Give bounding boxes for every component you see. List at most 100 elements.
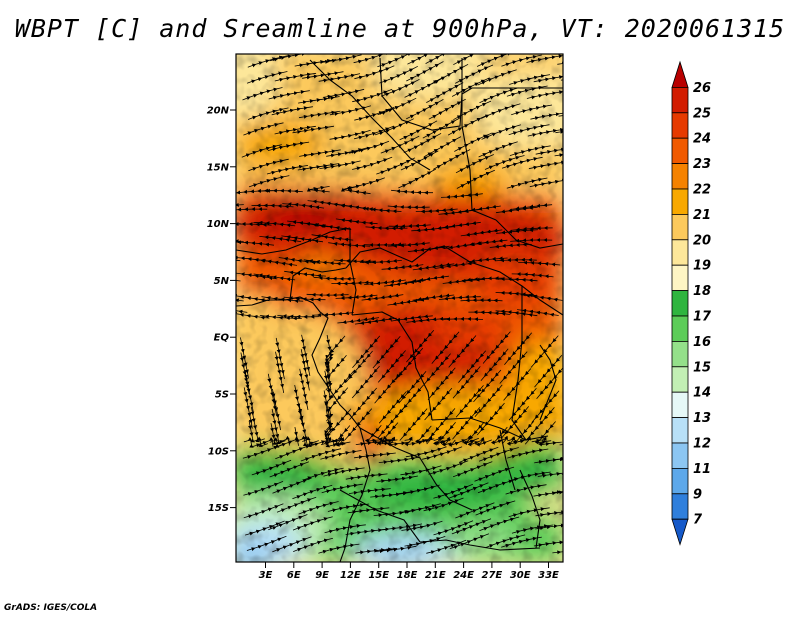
streamline [242, 87, 283, 101]
streamline [510, 203, 553, 211]
streamline [354, 452, 396, 460]
streamline [535, 509, 563, 517]
streamline [236, 305, 248, 314]
streamline [564, 93, 605, 100]
streamline [499, 351, 528, 384]
lon-tick-label: 12E [340, 570, 361, 581]
streamline [480, 103, 521, 119]
streamline [533, 74, 563, 83]
colorbar-swatch [671, 112, 689, 139]
streamline [271, 106, 313, 116]
streamline [267, 141, 310, 152]
streamline [381, 263, 424, 271]
lon-tick-label: 9E [315, 570, 329, 581]
streamline [560, 79, 563, 81]
streamline [318, 73, 361, 83]
streamline [454, 132, 493, 152]
streamline [440, 192, 483, 199]
streamline [242, 444, 283, 459]
map-frame [235, 53, 564, 563]
streamline [353, 54, 389, 64]
streamline [251, 459, 292, 476]
streamline [511, 272, 554, 279]
streamline [563, 181, 604, 188]
streamline [319, 160, 361, 170]
streamline [478, 141, 518, 158]
colorbar-label: 20 [693, 233, 711, 248]
streamline [422, 446, 463, 461]
lon-tick-label: 21E [425, 570, 446, 581]
streamline [425, 54, 459, 64]
streamline [274, 351, 285, 393]
streamline [320, 449, 362, 460]
streamline [526, 90, 563, 100]
streamline [510, 225, 553, 232]
streamlines [236, 54, 605, 555]
streamline [372, 335, 401, 369]
lat-tick-label: 5N [214, 276, 230, 287]
streamline [269, 54, 306, 62]
colorbar-bottom-arrow [671, 518, 689, 546]
streamline [359, 206, 402, 214]
streamline [447, 115, 486, 136]
streamline [520, 293, 563, 302]
streamline [494, 257, 537, 263]
streamline [354, 316, 397, 325]
streamline [298, 110, 341, 119]
streamline [449, 533, 490, 550]
streamline [293, 537, 334, 552]
streamline [552, 547, 563, 555]
streamline [477, 478, 518, 494]
colorbar-label: 19 [693, 259, 711, 274]
streamline [374, 371, 403, 404]
streamline [266, 164, 309, 175]
colorbar-label: 22 [693, 183, 711, 198]
streamline [535, 146, 563, 156]
streamline [298, 368, 309, 411]
colorbar: 26 25 24 23 22 21 20 19 18 17 16 15 14 13 12 11 9 7 [671, 60, 712, 546]
streamline [465, 238, 508, 247]
lon-tick-label: 18E [397, 570, 418, 581]
streamline [248, 175, 290, 188]
streamline [448, 335, 477, 368]
colorbar-swatch [671, 442, 689, 469]
streamline [298, 501, 339, 515]
country-borders [236, 57, 563, 562]
colorbar-label: 11 [693, 462, 711, 477]
streamline [511, 104, 553, 116]
streamline [404, 77, 443, 98]
streamline [348, 140, 390, 155]
streamline [236, 202, 244, 210]
streamline [407, 245, 450, 253]
streamline [461, 276, 504, 282]
streamline [433, 435, 452, 447]
streamline [401, 520, 443, 532]
streamline [475, 500, 516, 516]
streamline [559, 444, 563, 446]
streamline [248, 158, 289, 172]
streamline [253, 273, 296, 282]
streamline [551, 487, 563, 495]
lat-tick-label: 15N [207, 162, 230, 173]
streamline [398, 168, 436, 189]
streamline [517, 308, 559, 317]
colorbar-label: 24 [693, 132, 711, 147]
streamline [533, 489, 563, 498]
streamline [453, 54, 487, 66]
streamline [335, 218, 378, 226]
lon-tick-label: 27E [482, 570, 503, 581]
streamline [460, 298, 503, 303]
streamline [324, 523, 366, 534]
lon-tick-label: 6E [287, 570, 301, 581]
streamline [564, 163, 605, 170]
streamline [253, 220, 296, 228]
colorbar-label: 23 [693, 157, 711, 172]
colorbar-swatch [671, 391, 689, 419]
streamline [328, 241, 371, 248]
streamline [406, 316, 449, 324]
streamline [378, 456, 421, 465]
lat-tick-label: 10N [207, 219, 230, 230]
colorbar-label: 12 [693, 437, 711, 452]
colorbar-label: 13 [693, 411, 711, 426]
